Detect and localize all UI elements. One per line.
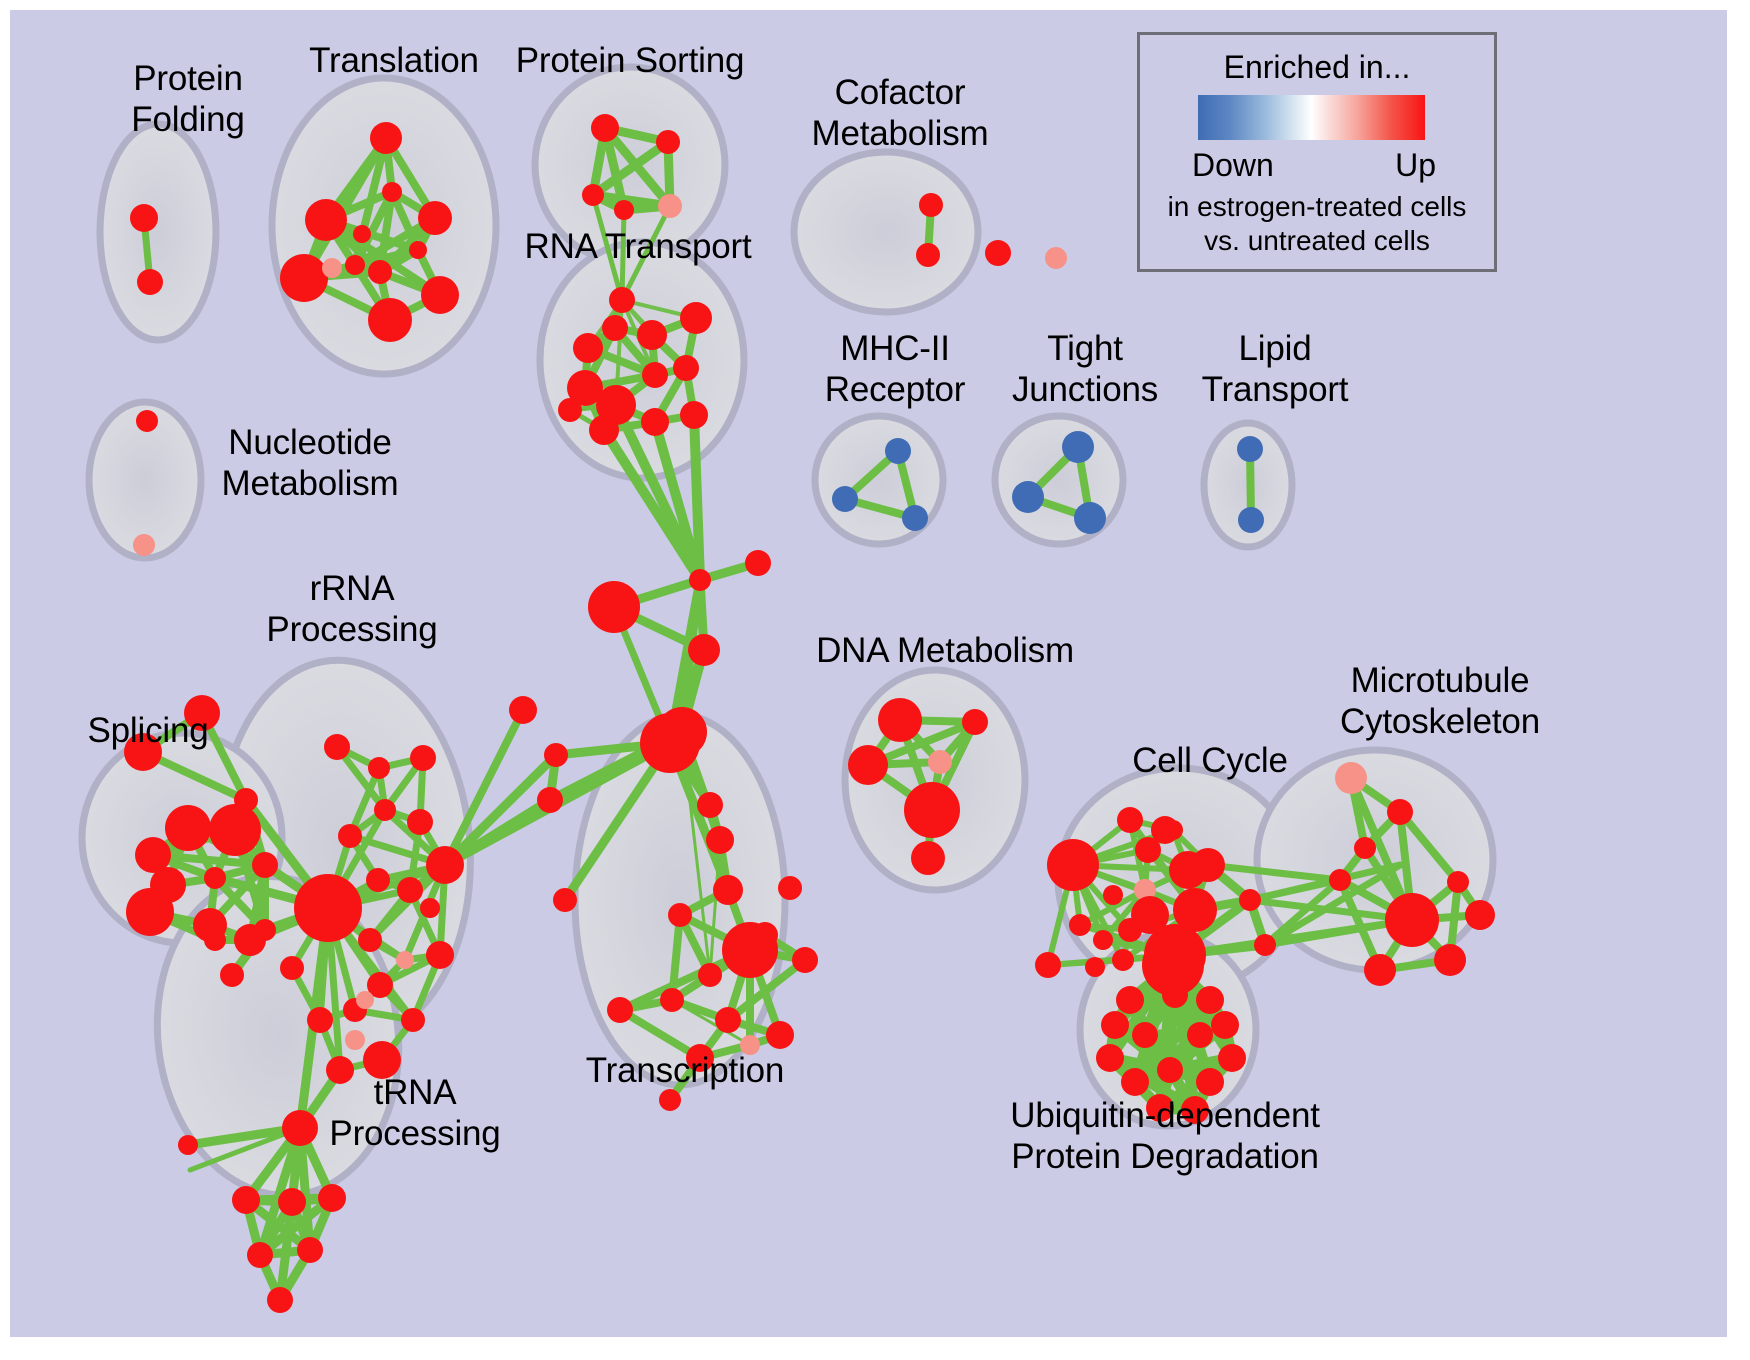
cluster-label-nucleotide-metabolism: Nucleotide Metabolism — [221, 423, 399, 503]
hull-protein-folding — [96, 120, 220, 344]
cluster-label-dna-metabolism: DNA Metabolism — [816, 631, 1074, 670]
network-nodes — [124, 114, 1495, 1313]
enrichment-legend: Enriched in... Down Up in estrogen-treat… — [1137, 32, 1497, 272]
cluster-label-rna-transport: RNA Transport — [524, 227, 752, 266]
cluster-label-protein-folding: Protein Folding — [131, 59, 245, 139]
cluster-label-microtubule: Microtubule Cytoskeleton — [1340, 661, 1540, 741]
enrichment-network-svg — [78, 63, 1497, 1313]
cluster-label-translation: Translation — [309, 41, 479, 80]
cluster-label-cell-cycle: Cell Cycle — [1132, 741, 1288, 780]
cluster-label-transcription: Transcription — [585, 1051, 785, 1090]
hull-cofactor-metabolism — [790, 148, 982, 316]
legend-title: Enriched in... — [1223, 49, 1411, 85]
cluster-label-lipid-transport: Lipid Transport — [1201, 329, 1349, 409]
cluster-label-rrna-processing: rRNA Processing — [266, 569, 438, 649]
cluster-label-ubiquitin: Ubiquitin-dependent Protein Degradation — [1010, 1096, 1320, 1176]
cluster-label-splicing: Splicing — [87, 711, 209, 750]
hull-nucleotide-metabolism — [85, 398, 205, 562]
legend-subtitle: in estrogen-treated cells vs. untreated … — [1167, 191, 1467, 256]
cluster-label-cofactor-metabolism: Cofactor Metabolism — [811, 73, 989, 153]
cluster-label-protein-sorting: Protein Sorting — [515, 41, 745, 80]
legend-up-label: Up — [1395, 147, 1436, 183]
cluster-label-trna-processing: tRNA Processing — [329, 1073, 501, 1153]
cluster-label-tight-junctions: Tight Junctions — [1011, 329, 1159, 409]
legend-down-label: Down — [1192, 147, 1274, 183]
color-scale-bar — [1198, 95, 1425, 140]
figure-canvas: Protein Folding Translation Protein Sort… — [10, 10, 1727, 1337]
cluster-label-mhc-ii-receptor: MHC-II Receptor — [824, 329, 966, 409]
